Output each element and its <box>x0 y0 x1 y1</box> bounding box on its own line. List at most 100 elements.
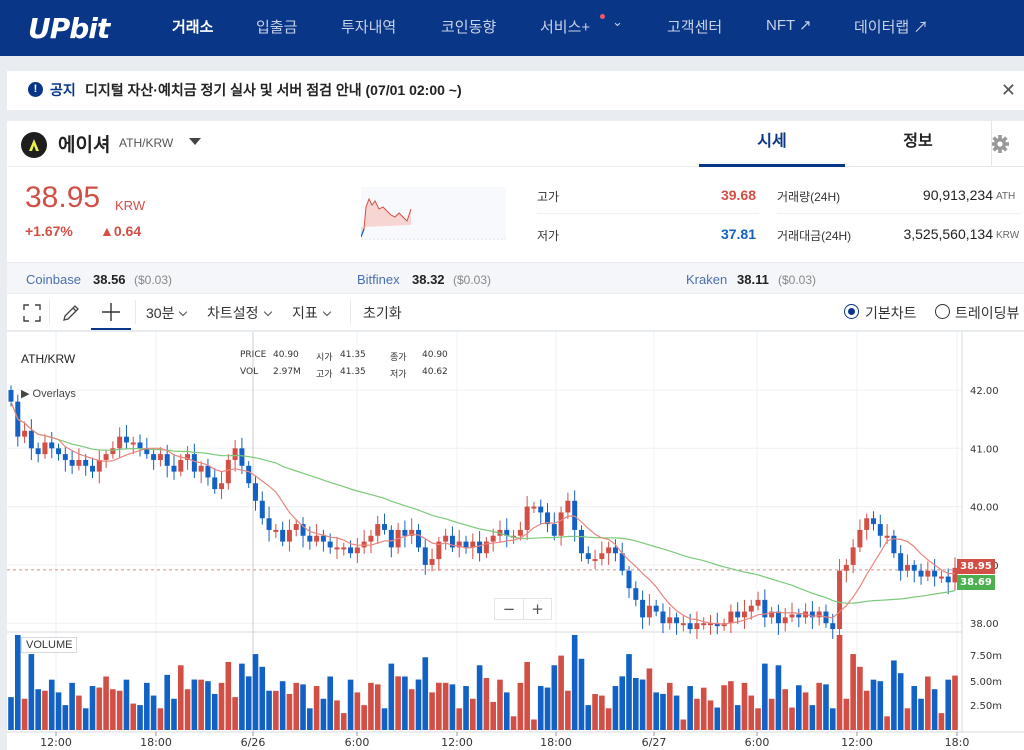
nav-customer-center[interactable]: 고객센터 <box>667 19 723 36</box>
volume-bar <box>463 686 469 730</box>
volume-bar <box>510 716 517 730</box>
volume-bar <box>789 707 795 730</box>
last-price-tag: 38.95 <box>957 559 995 574</box>
overlays-toggle[interactable]: ▶ Overlays <box>21 388 76 400</box>
indicators-menu[interactable]: 지표 <box>292 303 332 323</box>
candle-body <box>775 611 781 624</box>
candle-body <box>246 465 252 484</box>
fullscreen-icon[interactable] <box>23 304 41 322</box>
candle-body <box>545 512 551 525</box>
volume-bar <box>171 698 177 730</box>
ohlc-open-value: 41.35 <box>340 350 366 360</box>
volume-bar <box>612 686 619 730</box>
candle-body <box>334 547 340 550</box>
volume-bar <box>218 682 225 730</box>
exchange-name: Bitfinex <box>357 272 400 287</box>
candle-body <box>300 524 306 536</box>
volume-bar <box>245 676 252 730</box>
ohlc-close-label: 종가 <box>390 353 407 363</box>
volume-bar <box>225 661 232 730</box>
candle-body <box>932 570 938 577</box>
notice-banner[interactable]: ! 공지 디지털 자산·예치금 정기 실사 및 서버 점검 안내 (07/01 … <box>7 71 1024 110</box>
volume-bar <box>782 689 789 730</box>
volume-bar <box>279 681 286 730</box>
chart-canvas[interactable]: 42.0041.0040.0039.0038.0012:0018:006/266… <box>7 332 1024 750</box>
basic-chart-label[interactable]: 기본차트 <box>865 305 917 321</box>
settings-button[interactable] <box>991 121 1024 167</box>
volume-bar <box>755 708 761 730</box>
caret-down-icon[interactable] <box>189 138 201 145</box>
volume-bar <box>680 719 687 730</box>
candle-body <box>762 599 768 618</box>
volume-bar <box>660 693 666 730</box>
candle-body <box>198 465 204 472</box>
global-exchange-prices: Coinbase 38.56 ($0.03) Bitfinex 38.32 ($… <box>7 262 1024 293</box>
zoom-in-button[interactable]: + <box>523 599 551 619</box>
volume-bar <box>191 679 198 730</box>
volume-bar <box>368 682 374 730</box>
high-value: 39.68 <box>720 187 756 203</box>
coin-name[interactable]: 에이셔 <box>58 135 111 156</box>
volume-bar <box>130 703 137 730</box>
volume-bar <box>524 661 530 730</box>
crosshair-tool[interactable] <box>91 294 131 330</box>
volume-bar <box>694 698 700 730</box>
interval-select[interactable]: 30분 <box>146 303 188 323</box>
candle-body <box>558 512 564 536</box>
notice-text[interactable]: 디지털 자산·예치금 정기 실사 및 서버 점검 안내 (07/01 02:00… <box>85 82 462 98</box>
tradingview-label[interactable]: 트레이딩뷰 <box>955 305 1020 321</box>
tradingview-radio[interactable] <box>935 304 950 319</box>
tab-info[interactable]: 정보 <box>845 121 991 167</box>
volume-bar <box>103 676 109 730</box>
candle-body <box>633 588 639 600</box>
volume-bar <box>259 666 266 730</box>
candlestick-chart[interactable]: 42.0041.0040.0039.0038.0012:0018:006/266… <box>7 332 1024 750</box>
candle-body <box>293 524 299 530</box>
candle-body <box>877 524 883 536</box>
zoom-controls: − + <box>494 598 552 620</box>
volume-bar <box>911 686 918 730</box>
chart-settings-menu[interactable]: 차트설정 <box>207 303 272 323</box>
candle-body <box>871 518 877 525</box>
candle-body <box>911 564 917 571</box>
volume-bar <box>300 684 306 730</box>
upbit-logo[interactable]: UPbit <box>28 12 110 45</box>
volume-bar <box>565 690 571 730</box>
nav-nft[interactable]: NFT ↗ <box>766 17 812 34</box>
nav-datalab[interactable]: 데이터랩 ↗ <box>854 19 929 36</box>
nav-deposit-withdraw[interactable]: 입출금 <box>256 19 298 36</box>
candle-body <box>164 454 170 466</box>
nav-investments[interactable]: 투자내역 <box>341 19 397 36</box>
candle-body <box>56 448 62 455</box>
candle-body <box>850 547 856 565</box>
exchange-price: 38.32 <box>412 272 445 287</box>
volume-bar <box>470 698 476 730</box>
volume-bar <box>823 684 829 730</box>
volume-bar <box>205 681 211 730</box>
volume-bar <box>707 700 714 730</box>
volume-bar <box>531 719 537 730</box>
nav-exchange[interactable]: 거래소 <box>172 19 214 36</box>
volume-bar <box>829 708 836 730</box>
volume-tick-label: 2.50m <box>970 701 1002 712</box>
ohlc-open-label: 시가 <box>316 353 333 363</box>
basic-chart-radio[interactable] <box>844 304 859 319</box>
nav-services[interactable]: 서비스+ <box>540 19 591 36</box>
candle-body <box>191 454 197 472</box>
candle-body <box>830 623 836 630</box>
tab-market-price[interactable]: 시세 <box>699 121 845 167</box>
zoom-out-button[interactable]: − <box>502 600 516 618</box>
close-icon[interactable]: ✕ <box>1000 80 1016 101</box>
candle-body <box>477 541 483 554</box>
x-tick-label: 12:00 <box>841 736 873 749</box>
nav-coin-trends[interactable]: 코인동향 <box>441 19 497 36</box>
chevron-down-icon[interactable]: ⌄ <box>612 14 623 29</box>
candle-body <box>748 605 754 612</box>
candle-body <box>952 567 958 583</box>
candle-body <box>123 436 129 443</box>
reset-button[interactable]: 초기화 <box>363 305 402 321</box>
pencil-icon[interactable] <box>61 303 81 323</box>
volume-bar <box>449 684 456 730</box>
volume-bar <box>904 708 911 730</box>
overlays-label: Overlays <box>32 388 76 400</box>
